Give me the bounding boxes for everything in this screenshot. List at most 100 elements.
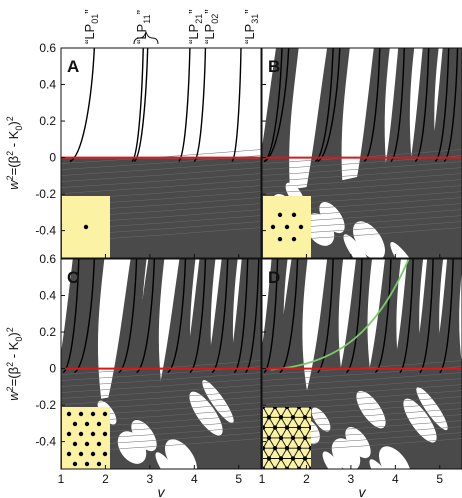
core-dot (263, 446, 266, 451)
core-dot (66, 431, 72, 437)
core-dot (290, 435, 296, 441)
y-axis-label: w2=(β2 - K0)2 (5, 116, 24, 189)
core-dot (296, 425, 302, 430)
band-gap (189, 391, 223, 436)
core-dot (72, 461, 78, 467)
mode-label: “LP21” (186, 9, 204, 44)
core-dot (308, 466, 311, 469)
core-dot (291, 212, 297, 218)
continuum-line (61, 173, 261, 188)
y-tick-label: -0.4 (35, 224, 56, 238)
core-dot (78, 451, 84, 457)
labels-layer: 0.6 0.4 0.2 0 -0.2 -0.4 0.6 0.4 0.2 0 -0.2 -0.4 1 2 3 4… (5, 9, 443, 498)
core-dot (102, 411, 108, 417)
core-dot (296, 466, 302, 469)
band-gap (311, 407, 331, 432)
y-tick-label: 0.2 (39, 325, 56, 339)
core-dot (298, 224, 304, 230)
core-dot (66, 411, 72, 417)
panel-letter: B (268, 57, 280, 76)
core-dot (102, 431, 108, 437)
core-dot (277, 212, 283, 218)
band-gap (369, 459, 397, 469)
core-dot (278, 456, 284, 461)
core-dot (72, 441, 78, 447)
core-dot (278, 435, 284, 441)
core-dot (96, 461, 102, 467)
continuum-line (61, 390, 261, 405)
core-dot (308, 446, 311, 451)
band-gap (331, 438, 361, 469)
inset-19-core (62, 407, 110, 469)
core-dot (291, 236, 297, 242)
x-tick-label: 3 (348, 472, 355, 486)
core-dot (284, 224, 290, 230)
mode-label: “LP11” (134, 10, 152, 44)
core-dot (66, 451, 72, 457)
panels-layer: A B C D (60, 47, 462, 470)
band-gap (353, 221, 385, 258)
panel-c: C (60, 258, 262, 470)
core-dot (277, 236, 283, 242)
core-dot (302, 415, 308, 420)
band-gap (343, 234, 371, 258)
x-tick-label: 1 (259, 472, 266, 486)
core-dot (84, 441, 90, 447)
core-dot (290, 415, 296, 420)
core-dot (83, 224, 89, 230)
x-tick-label: 3 (147, 472, 154, 486)
continuum-line (262, 378, 462, 393)
panel-letter: D (268, 268, 280, 287)
continuum-line (61, 167, 261, 182)
core-dot (296, 446, 302, 451)
band-gap (155, 452, 183, 469)
continuum-line (262, 167, 462, 182)
panel-frame (60, 258, 262, 470)
panel-a: A (60, 47, 262, 259)
panel-frame (60, 47, 262, 259)
mode-label: “LP02” (202, 9, 220, 44)
core-dot (84, 421, 90, 427)
y-tick-label: 0.6 (39, 252, 56, 266)
x-tick-label: 4 (191, 472, 198, 486)
mode-label: “LP31” (242, 9, 260, 44)
core-dot (96, 441, 102, 447)
y-tick-label: 0.2 (39, 114, 56, 128)
core-dot (272, 425, 278, 430)
continuum-line (61, 384, 261, 399)
x-tick-label: 2 (102, 472, 109, 486)
core-dot (284, 446, 290, 451)
band-gap (319, 201, 345, 234)
core-dot (284, 425, 290, 430)
y-tick-label: 0.4 (39, 289, 56, 303)
band-gap (322, 451, 346, 469)
core-dot (263, 407, 266, 410)
panel-b: B (261, 47, 462, 259)
core-dot (72, 421, 78, 427)
core-dot (266, 435, 272, 441)
x-tick-label: 1 (58, 472, 65, 486)
continuum-line (61, 179, 261, 194)
mode-label: “LP01” (82, 9, 100, 44)
panel-frame (261, 47, 462, 259)
y-tick-label: -0.2 (35, 398, 56, 412)
core-dot (78, 411, 84, 417)
y-tick-label: -0.4 (35, 435, 56, 449)
band-gap (305, 213, 335, 246)
y-tick-label: 0.4 (39, 78, 56, 92)
band-gap (416, 386, 448, 431)
x-tick-label: 5 (235, 472, 242, 486)
core-dot (302, 435, 308, 441)
x-tick-label: 4 (392, 472, 399, 486)
inset-background (62, 407, 110, 469)
core-dot (102, 451, 108, 457)
inset-single-core (62, 196, 110, 258)
continuum-line (262, 173, 462, 188)
core-dot (84, 461, 90, 467)
band-gap (165, 439, 197, 469)
core-dot (302, 456, 308, 461)
core-dot (278, 415, 284, 420)
core-dot (266, 456, 272, 461)
band-gap (403, 398, 437, 443)
panel-letter: A (67, 57, 79, 76)
